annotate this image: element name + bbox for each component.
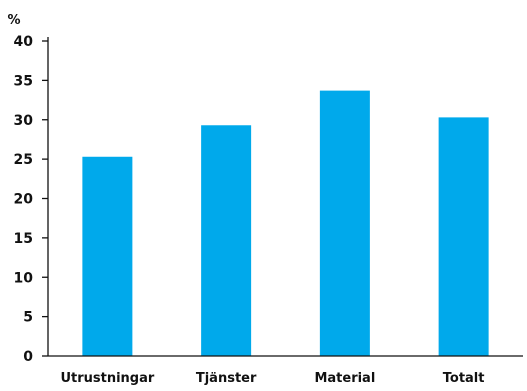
x-tick-label: Totalt <box>443 371 485 386</box>
bar <box>319 90 370 357</box>
y-axis-ticks: 0 5 10 15 20 25 30 35 40 <box>14 34 48 365</box>
y-tick-label: 25 <box>14 152 33 168</box>
y-tick-label: 30 <box>14 113 34 129</box>
x-axis-labels: Utrustningar Tjänster Material Totalt <box>60 371 484 386</box>
bar <box>82 156 133 356</box>
bar <box>201 125 252 356</box>
bars <box>82 90 489 357</box>
y-tick-label: 5 <box>23 310 33 326</box>
bar <box>438 117 489 356</box>
y-tick-label: 0 <box>23 349 33 365</box>
x-tick-label: Utrustningar <box>60 371 154 386</box>
y-tick-label: 10 <box>14 270 34 286</box>
y-tick-label: 20 <box>14 192 34 208</box>
y-axis-unit-label: % <box>7 13 20 28</box>
y-tick-label: 40 <box>14 34 34 50</box>
x-tick-label: Material <box>314 371 375 386</box>
y-tick-label: 35 <box>14 73 33 89</box>
x-tick-label: Tjänster <box>196 371 257 386</box>
y-tick-label: 15 <box>14 231 33 247</box>
